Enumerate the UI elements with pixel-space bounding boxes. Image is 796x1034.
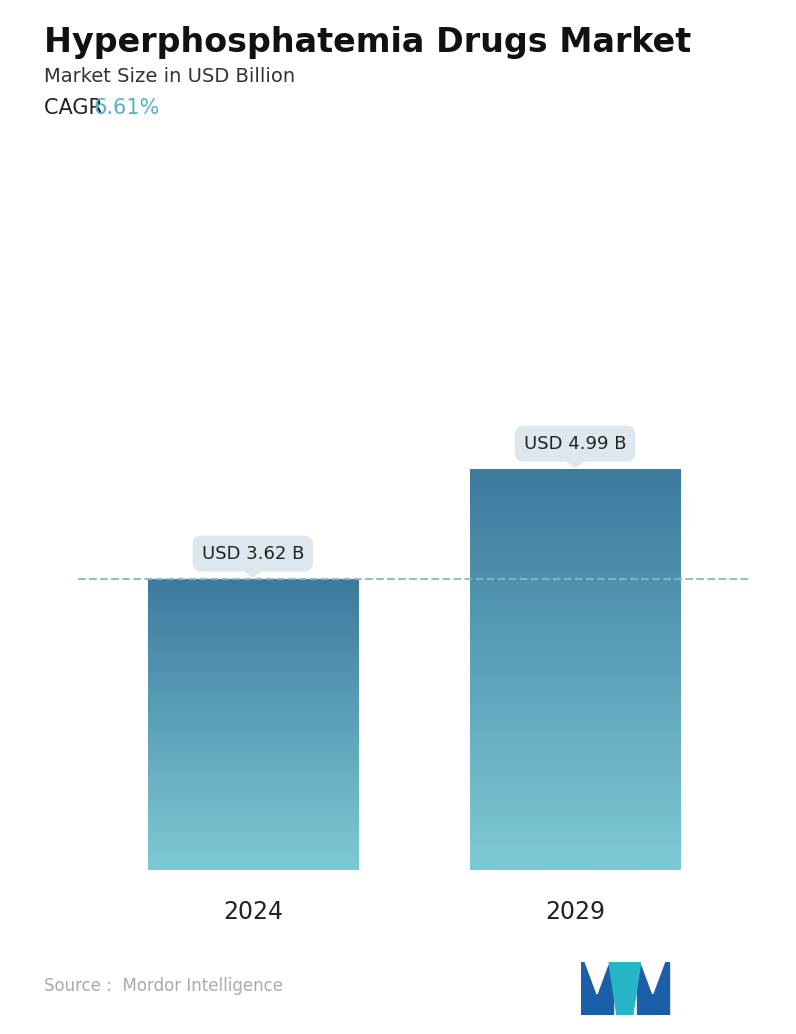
Polygon shape: [609, 962, 641, 989]
Polygon shape: [237, 566, 268, 577]
Text: Hyperphosphatemia Drugs Market: Hyperphosphatemia Drugs Market: [44, 26, 691, 59]
Polygon shape: [585, 962, 609, 994]
Text: 6.61%: 6.61%: [93, 98, 159, 118]
Polygon shape: [560, 456, 591, 467]
Text: USD 3.62 B: USD 3.62 B: [201, 545, 304, 562]
Text: 2029: 2029: [545, 901, 605, 924]
Text: 2024: 2024: [223, 901, 283, 924]
Polygon shape: [637, 962, 669, 1015]
Polygon shape: [609, 962, 641, 1015]
Polygon shape: [641, 962, 665, 994]
Text: CAGR: CAGR: [44, 98, 109, 118]
Text: Market Size in USD Billion: Market Size in USD Billion: [44, 67, 295, 86]
Text: USD 4.99 B: USD 4.99 B: [524, 434, 626, 453]
Polygon shape: [581, 962, 613, 1015]
Text: Source :  Mordor Intelligence: Source : Mordor Intelligence: [44, 977, 283, 995]
